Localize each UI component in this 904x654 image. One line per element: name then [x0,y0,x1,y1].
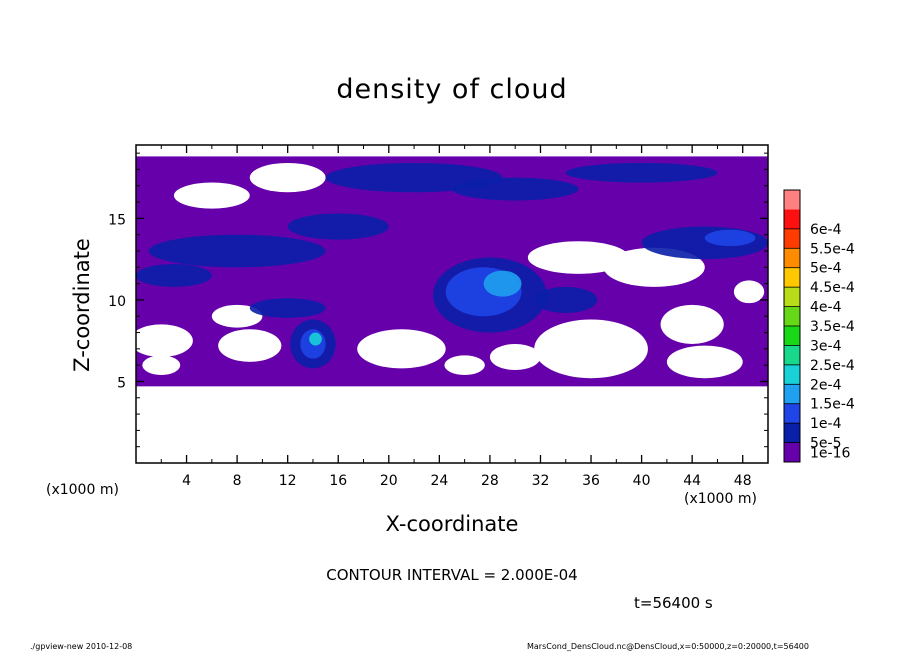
colorbar-segment [784,345,800,365]
cloud-density-region [148,234,326,268]
colorbar-label: 5e-4 [810,261,842,277]
colorbar-segment [784,267,800,288]
x-tick-label: 24 [430,473,448,489]
colorbar-segment [784,326,800,346]
y-tick-label: 5 [117,375,126,391]
cloud-density-region [136,264,212,287]
colorbar-segment [784,287,800,307]
colorbar-label: 5e-5 [810,436,841,452]
colorbar-segment [784,442,800,462]
clear-air-region [660,304,724,344]
cloud-density-region [452,177,579,201]
x-tick-label: 48 [734,473,752,489]
cloud-density-region [704,229,756,247]
chart-title: density of cloud [336,74,568,105]
clear-air-region [249,162,326,193]
colorbar-segment [784,306,800,326]
colorbar-segment [784,190,800,210]
x-tick-label: 44 [683,473,701,489]
x-tick-label: 4 [182,473,191,489]
colorbar-segment [784,364,800,385]
colorbar-label: 2.5e-4 [810,358,855,374]
clear-air-region [444,355,485,375]
x-tick-label: 20 [380,473,398,489]
cloud-density-region [534,286,598,313]
colorbar-segment [784,248,800,268]
cloud-density-region [565,162,718,183]
clear-air-region [173,182,250,209]
colorbar-segment [784,209,800,229]
clear-air-region [142,355,181,375]
colorbar-label: 3.5e-4 [810,319,855,335]
colorbar-label: 1.5e-4 [810,397,855,413]
y-tick-label: 10 [108,294,126,310]
colorbar-segment [784,403,800,424]
cloud-density-region [249,298,326,318]
y-tick-label: 15 [108,212,126,228]
x-tick-label: 16 [329,473,347,489]
clear-air-region [489,343,541,371]
cloud-density-region [309,332,322,346]
colorbar-segment [784,423,800,443]
colorbar-label: 2e-4 [810,377,842,393]
x-tick-label: 32 [532,473,550,489]
clear-air-region [666,345,743,379]
colorbar-segment [784,228,800,249]
colorbar-label: 4.5e-4 [810,280,855,296]
x-tick-label: 36 [582,473,600,489]
clear-air-region [129,324,193,358]
colorbar-label: 1e-16 [810,445,850,461]
colorbar-label: 1e-4 [810,416,842,432]
colorbar-label: 5.5e-4 [810,241,855,257]
x-tick-label: 28 [481,473,499,489]
contour-interval-label: CONTOUR INTERVAL = 2.000E-04 [326,566,578,584]
x-axis-label: X-coordinate [385,512,519,536]
clear-air-region [534,319,648,379]
y-axis-label: Z-coordinate [70,238,94,372]
clear-air-region [733,280,765,304]
x-axis-unit-right: (x1000 m) [684,491,757,507]
plot-frame [135,144,769,464]
time-label: t=56400 s [634,594,713,612]
x-tick-label: 40 [633,473,651,489]
cloud-density-region [483,270,522,297]
clear-air-region [218,329,282,362]
plot-area [129,156,768,387]
clear-air-region [527,241,629,274]
colorbar-label: 3e-4 [810,338,842,354]
cloud-density-region [287,213,389,240]
footer-data-source: MarsCond_DensCloud.nc@DensCloud,x=0:5000… [527,642,809,651]
clear-air-region [357,329,446,369]
x-tick-label: 12 [279,473,297,489]
colorbar-segment [784,384,800,404]
colorbar-label: 4e-4 [810,300,842,316]
x-tick-label: 8 [233,473,242,489]
x-axis-unit-left: (x1000 m) [46,482,119,498]
colorbar-label: 6e-4 [810,222,842,238]
footer-program-date: ./gpview-new 2010-12-08 [30,642,133,651]
clear-air-region [211,304,263,328]
